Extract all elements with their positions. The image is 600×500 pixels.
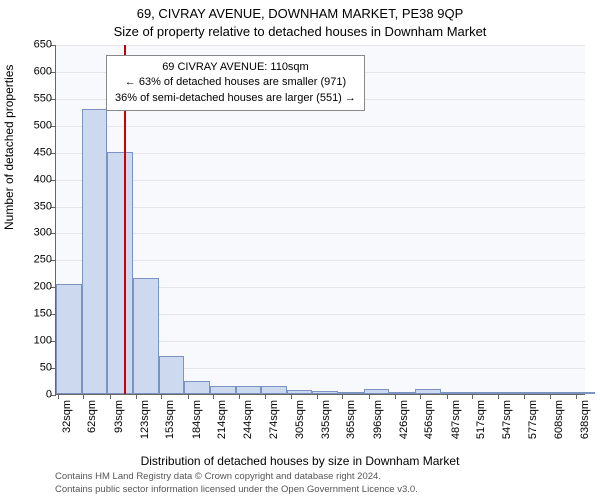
x-tick-mark — [213, 394, 214, 399]
footer-line1: Contains HM Land Registry data © Crown c… — [55, 471, 418, 483]
x-tick-label: 244sqm — [242, 400, 254, 440]
x-tick-mark — [58, 394, 59, 399]
annotation-box: 69 CIVRAY AVENUE: 110sqm ← 63% of detach… — [106, 55, 365, 111]
x-tick-label: 426sqm — [398, 400, 410, 440]
x-tick-mark — [161, 394, 162, 399]
histogram-bar — [82, 109, 108, 394]
y-tick-label: 0 — [12, 390, 52, 401]
x-tick-mark — [342, 394, 343, 399]
plot-area: 69 CIVRAY AVENUE: 110sqm ← 63% of detach… — [55, 45, 585, 395]
y-tick-label: 450 — [12, 147, 52, 158]
histogram-bar — [569, 392, 595, 394]
x-tick-mark — [369, 394, 370, 399]
y-tick-label: 350 — [12, 201, 52, 212]
histogram-bar — [543, 392, 569, 394]
x-tick-label: 638sqm — [579, 400, 591, 440]
y-tick-label: 50 — [12, 363, 52, 374]
x-tick-label: 365sqm — [345, 400, 357, 440]
y-tick-label: 250 — [12, 255, 52, 266]
gridline — [56, 260, 585, 261]
x-tick-label: 577sqm — [527, 400, 539, 440]
x-tick-label: 123sqm — [139, 400, 151, 440]
annotation-line1: 69 CIVRAY AVENUE: 110sqm — [115, 60, 356, 75]
x-tick-label: 184sqm — [191, 400, 203, 440]
x-tick-label: 274sqm — [268, 400, 280, 440]
histogram-bar — [236, 386, 262, 394]
x-tick-label: 32sqm — [61, 400, 73, 440]
gridline — [56, 126, 585, 127]
y-tick-label: 300 — [12, 228, 52, 239]
x-axis-label: Distribution of detached houses by size … — [0, 454, 600, 468]
x-tick-label: 456sqm — [423, 400, 435, 440]
gridline — [56, 153, 585, 154]
histogram-bar — [364, 389, 390, 394]
x-tick-mark — [188, 394, 189, 399]
histogram-bar — [159, 356, 185, 394]
x-tick-label: 153sqm — [164, 400, 176, 440]
histogram-bar — [389, 392, 415, 394]
histogram-bar — [133, 278, 159, 394]
gridline — [56, 233, 585, 234]
y-tick-label: 500 — [12, 120, 52, 131]
x-tick-label: 62sqm — [86, 400, 98, 440]
x-tick-mark — [136, 394, 137, 399]
x-tick-label: 608sqm — [553, 400, 565, 440]
gridline — [56, 45, 585, 46]
histogram-bar — [466, 392, 492, 394]
x-tick-label: 214sqm — [216, 400, 228, 440]
x-tick-mark — [317, 394, 318, 399]
x-tick-mark — [498, 394, 499, 399]
y-tick-label: 650 — [12, 40, 52, 51]
histogram-bar — [261, 386, 287, 394]
footer-line2: Contains public sector information licen… — [55, 484, 418, 496]
gridline — [56, 207, 585, 208]
y-tick-label: 200 — [12, 282, 52, 293]
y-tick-label: 400 — [12, 174, 52, 185]
histogram-bar — [210, 386, 236, 394]
x-tick-label: 335sqm — [320, 400, 332, 440]
x-tick-mark — [524, 394, 525, 399]
footer-note: Contains HM Land Registry data © Crown c… — [55, 471, 418, 496]
histogram-bar — [518, 392, 544, 394]
x-tick-mark — [291, 394, 292, 399]
x-tick-mark — [239, 394, 240, 399]
x-tick-mark — [83, 394, 84, 399]
x-tick-label: 305sqm — [294, 400, 306, 440]
x-tick-mark — [110, 394, 111, 399]
histogram-bar — [441, 392, 467, 394]
y-tick-label: 150 — [12, 309, 52, 320]
x-tick-mark — [265, 394, 266, 399]
x-tick-mark — [420, 394, 421, 399]
annotation-line3: 36% of semi-detached houses are larger (… — [115, 91, 356, 106]
x-tick-label: 396sqm — [372, 400, 384, 440]
chart-title-main: 69, CIVRAY AVENUE, DOWNHAM MARKET, PE38 … — [0, 6, 600, 21]
gridline — [56, 180, 585, 181]
x-tick-mark — [395, 394, 396, 399]
x-tick-mark — [550, 394, 551, 399]
chart-title-sub: Size of property relative to detached ho… — [0, 24, 600, 39]
x-tick-label: 93sqm — [113, 400, 125, 440]
x-tick-label: 547sqm — [501, 400, 513, 440]
y-tick-label: 600 — [12, 66, 52, 77]
histogram-bar — [415, 389, 441, 394]
histogram-bar — [56, 284, 82, 394]
histogram-bar — [184, 381, 210, 394]
annotation-line2: ← 63% of detached houses are smaller (97… — [115, 75, 356, 90]
histogram-bar — [492, 392, 518, 394]
x-tick-mark — [472, 394, 473, 399]
x-tick-mark — [447, 394, 448, 399]
x-tick-label: 487sqm — [450, 400, 462, 440]
x-tick-label: 517sqm — [475, 400, 487, 440]
histogram-bar — [107, 152, 133, 394]
x-tick-mark — [576, 394, 577, 399]
y-tick-label: 100 — [12, 336, 52, 347]
y-tick-label: 550 — [12, 93, 52, 104]
